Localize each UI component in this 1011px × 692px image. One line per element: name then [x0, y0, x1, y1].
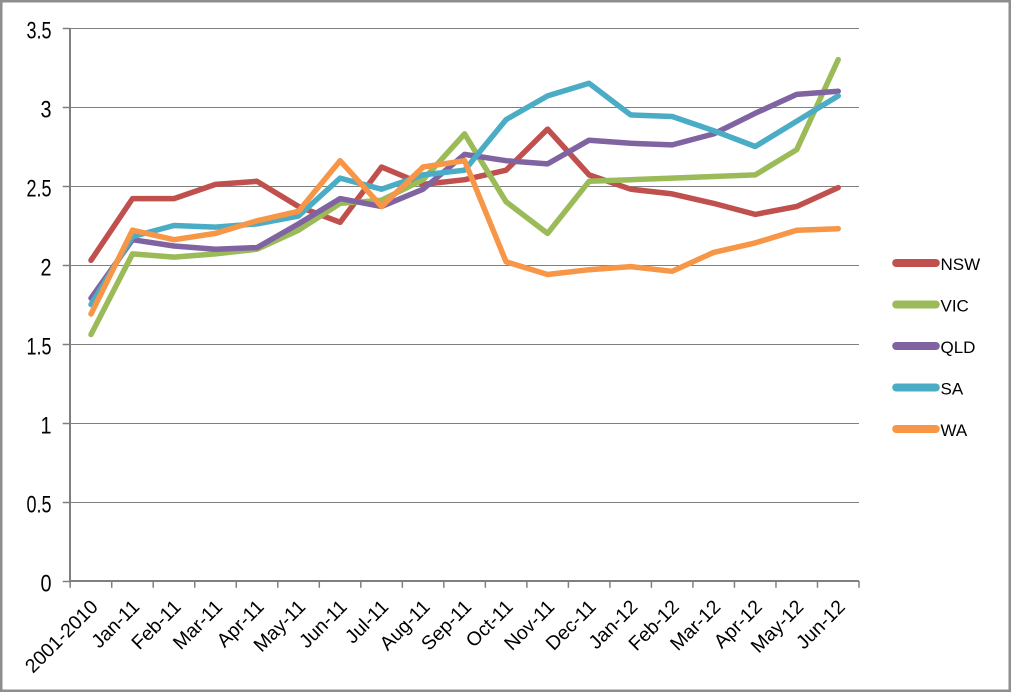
svg-text:VIC: VIC — [941, 296, 969, 315]
svg-text:2: 2 — [41, 255, 52, 282]
svg-text:NSW: NSW — [941, 255, 981, 274]
svg-text:1.5: 1.5 — [27, 334, 52, 361]
svg-text:3: 3 — [41, 97, 52, 124]
svg-text:0: 0 — [41, 571, 52, 598]
svg-text:1: 1 — [41, 413, 52, 440]
svg-text:SA: SA — [941, 379, 964, 398]
svg-text:2.5: 2.5 — [27, 176, 52, 203]
svg-text:QLD: QLD — [941, 338, 976, 357]
svg-text:3.5: 3.5 — [27, 18, 52, 45]
svg-text:WA: WA — [941, 421, 968, 440]
svg-text:0.5: 0.5 — [27, 492, 52, 519]
